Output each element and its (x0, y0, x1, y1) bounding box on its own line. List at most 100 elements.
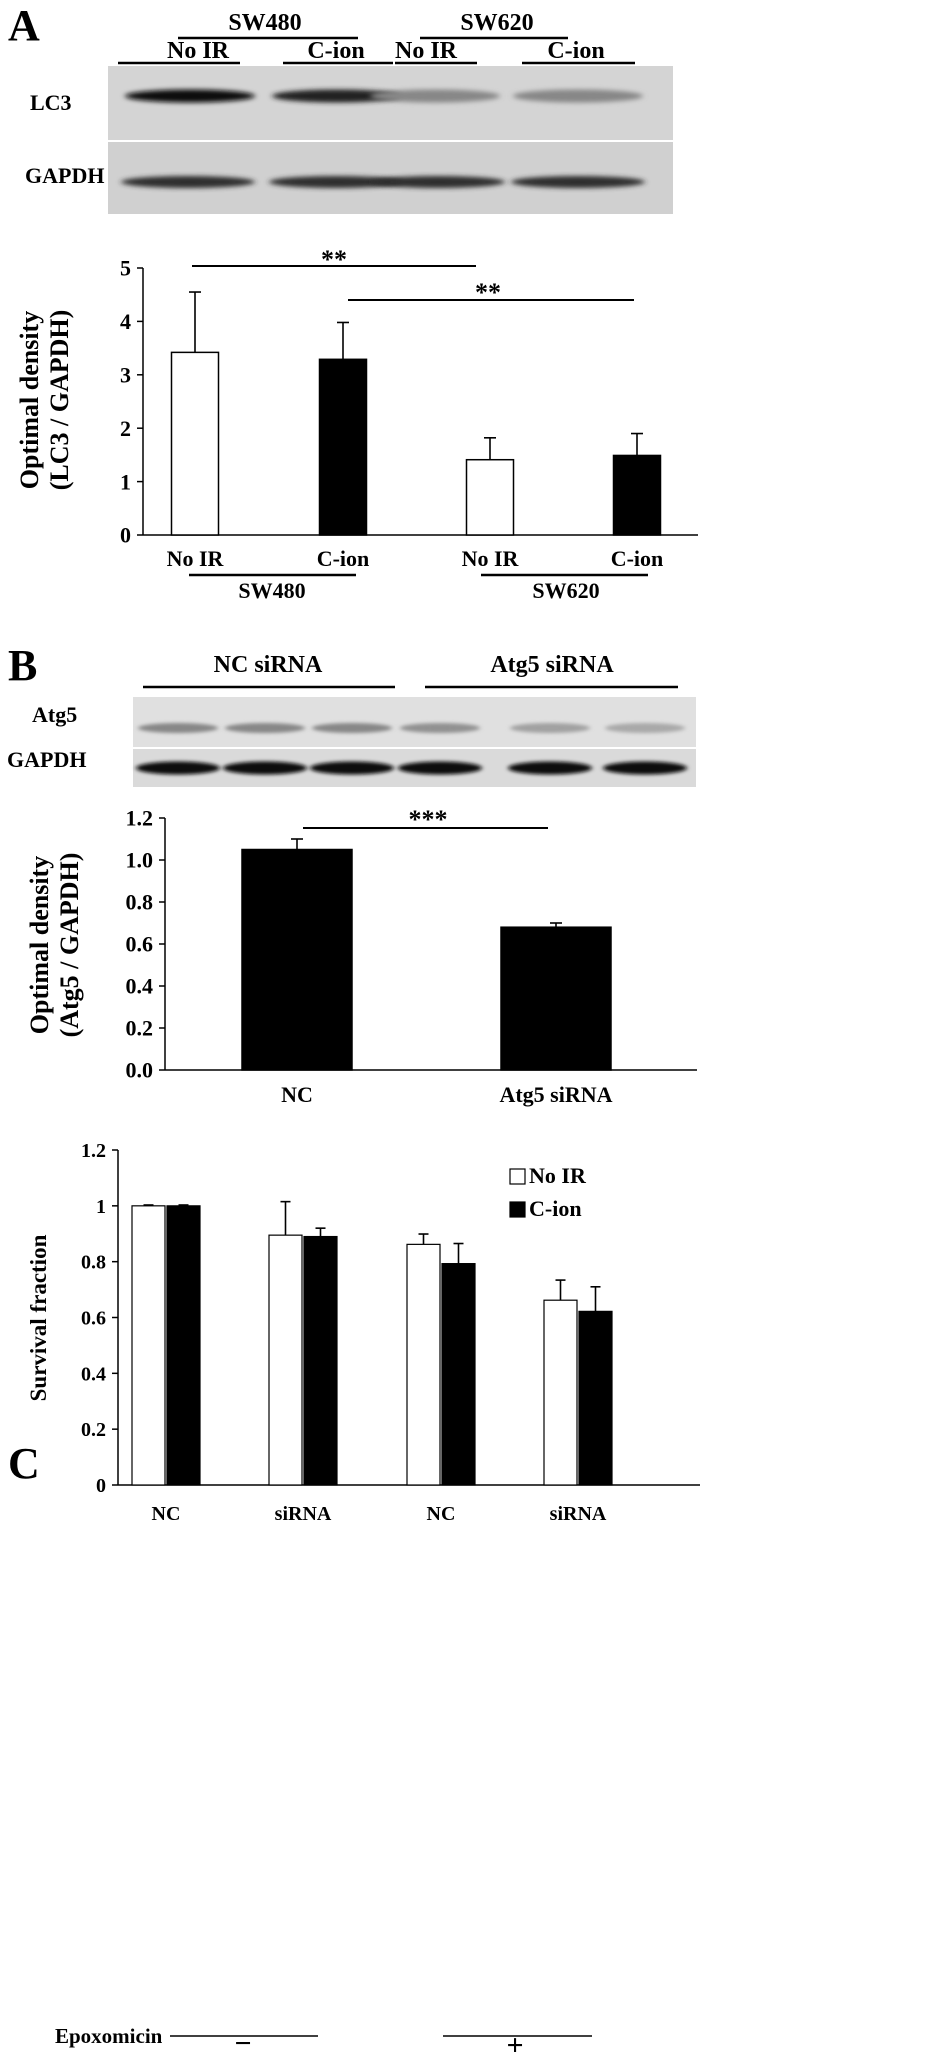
chart-a-y-tick-label: 5 (120, 256, 131, 281)
chart-a-x-label-1: No IR (167, 546, 225, 571)
chart-c-y-tick-label: 1 (96, 1196, 106, 1218)
chart-a-y-label: Optimal density(LC3 / GAPDH) (15, 310, 74, 491)
blot-a-row-label-gapdh: GAPDH (25, 163, 104, 188)
chart-c-y-tick-label: 0.8 (81, 1252, 106, 1274)
chart-a-x-label-2: C-ion (317, 546, 370, 571)
blot-b-gapdh-band-4 (398, 761, 482, 775)
chart-a-x-label-4: C-ion (611, 546, 664, 571)
blot-b-gapdh-band-2 (223, 761, 307, 775)
chart-c-legend-swatch-2 (509, 1201, 526, 1218)
chart-c-bar-noir-1 (131, 1205, 166, 1486)
blot-b-atg5-band-1 (138, 723, 218, 733)
chart-a: 0 1 2 3 4 5 No IR C-ion No IR C-ion ** ** SW480 SW620… (15, 245, 698, 603)
blot-b-gapdh-band-6 (603, 761, 687, 775)
panel-a-letter: A (8, 1, 40, 50)
chart-b-bar-1 (241, 848, 353, 1071)
chart-b-y-tick-label: 0.2 (126, 1016, 154, 1041)
chart-b-y-tick-label: 0.4 (126, 974, 154, 999)
blot-a-lane-label-3: No IR (395, 38, 458, 64)
treatment-label: Epoxomicin (55, 2024, 163, 2048)
chart-a-y-tick-label: 3 (120, 363, 131, 388)
chart-b-sig: *** (409, 805, 448, 834)
chart-a-group-label-1: SW480 (238, 578, 305, 603)
chart-c-y-tick-label: 1.2 (81, 1140, 106, 1162)
blot-b-gapdh-band-5 (508, 761, 592, 775)
chart-c-x-label-2: siRNA (275, 1503, 332, 1525)
chart-b-y-tick-label: 0.0 (126, 1058, 154, 1083)
blot-a-group-sw480: SW480 (228, 10, 301, 36)
blot-a-lane-label-1: No IR (167, 38, 230, 64)
chart-b-x-label-1: NC (281, 1082, 313, 1107)
blot-b-atg5-strip (133, 697, 696, 747)
chart-b: 0.0 0.2 0.4 0.6 0.8 1.0 1.2 NC Atg5 siRNA *** Opti… (25, 805, 697, 1107)
blot-b-atg5-band-5 (510, 723, 590, 733)
blot-b-row-label-atg5: Atg5 (32, 702, 77, 727)
chart-b-bar-2 (500, 926, 612, 1071)
chart-c-y-tick-label: 0 (96, 1475, 106, 1497)
blot-b-atg5-band-4 (400, 723, 480, 733)
chart-c-x-label-1: NC (152, 1503, 181, 1525)
blot-a-lane-label-2: C-ion (307, 38, 364, 64)
blot-b-atg5-band-3 (312, 723, 392, 733)
chart-a-bar-4 (612, 454, 662, 536)
blot-a-group-sw620: SW620 (460, 10, 533, 36)
chart-c-bar-noir-2 (268, 1234, 303, 1486)
chart-c-bar-cion-3 (441, 1263, 476, 1486)
blot-a-lane-label-4: C-ion (547, 38, 604, 64)
chart-c-bar-cion-1 (166, 1205, 201, 1486)
chart-a-y-tick-label: 0 (120, 523, 131, 548)
chart-a-sig-1: ** (321, 245, 347, 274)
blot-a-gapdh-band-1 (121, 176, 255, 188)
treatment-sign-minus: − (234, 2027, 251, 2055)
blot-a-gapdh-band-3 (371, 176, 505, 188)
blot-a-gapdh-band-4 (511, 176, 645, 188)
chart-c-bar-cion-4 (578, 1310, 613, 1486)
chart-c-y-tick-label: 0.6 (81, 1308, 106, 1330)
blot-a-lc3-band-1 (125, 89, 255, 103)
blot-b-atg5-band-2 (225, 723, 305, 733)
blot-a-lc3-band-4 (513, 89, 643, 103)
chart-c-x-label-3: NC (427, 1503, 456, 1525)
chart-c-legend-label-1: No IR (529, 1163, 587, 1188)
chart-a-group-label-2: SW620 (532, 578, 599, 603)
blot-a-lc3-band-2 (272, 89, 402, 103)
chart-c-y-tick-label: 0.4 (81, 1363, 106, 1385)
panel-b-letter: B (8, 641, 37, 690)
blot-b-atg5-bands (138, 723, 685, 733)
blot-a-gapdh-bands (121, 176, 645, 188)
blot-b-group-atg5: Atg5 siRNA (490, 652, 614, 678)
blot-a-gapdh-band-2 (269, 176, 403, 188)
chart-c-y-label: Survival fraction (26, 1234, 51, 1401)
chart-b-y-tick-label: 1.2 (126, 806, 154, 831)
chart-a-x-label-3: No IR (462, 546, 520, 571)
blot-b-atg5-band-6 (605, 723, 685, 733)
chart-b-y-tick-label: 1.0 (126, 848, 154, 873)
chart-a-y-tick-label: 1 (120, 469, 131, 494)
blot-b-gapdh-bands (136, 761, 687, 775)
chart-b-y-label: Optimal density(Atg5 / GAPDH) (25, 853, 84, 1038)
blot-a-lc3-bands (125, 89, 643, 103)
chart-c: 0 0.2 0.4 0.6 0.8 1 1.2 NC siRNA NC siRNA No IR C-io… (26, 1140, 700, 1525)
chart-c-bar-cion-2 (303, 1235, 338, 1486)
chart-c-bar-noir-4 (543, 1299, 578, 1486)
chart-a-y-tick-label: 4 (120, 309, 131, 334)
blot-b-gapdh-band-1 (136, 761, 220, 775)
blot-a-row-label-lc3: LC3 (30, 90, 72, 115)
chart-c-x-label-4: siRNA (550, 1503, 607, 1525)
chart-a-sig-2: ** (475, 278, 501, 307)
chart-c-legend-swatch-1 (509, 1168, 526, 1185)
chart-b-y-tick-label: 0.8 (126, 890, 154, 915)
chart-a-bar-3 (465, 458, 515, 536)
chart-b-x-label-2: Atg5 siRNA (499, 1082, 612, 1107)
chart-b-y-tick-label: 0.6 (126, 932, 154, 957)
blot-a-lc3-band-3 (370, 89, 500, 103)
chart-c-bar-noir-3 (406, 1243, 441, 1486)
blot-b-gapdh-band-3 (310, 761, 394, 775)
chart-a-bar-2 (318, 358, 368, 536)
chart-c-y-tick-label: 0.2 (81, 1419, 106, 1441)
blot-b-group-nc: NC siRNA (214, 652, 323, 678)
panel-c-letter: C (8, 1439, 40, 1488)
blot-a-lc3-strip (108, 66, 673, 140)
blot-b-row-label-gapdh: GAPDH (7, 747, 86, 772)
